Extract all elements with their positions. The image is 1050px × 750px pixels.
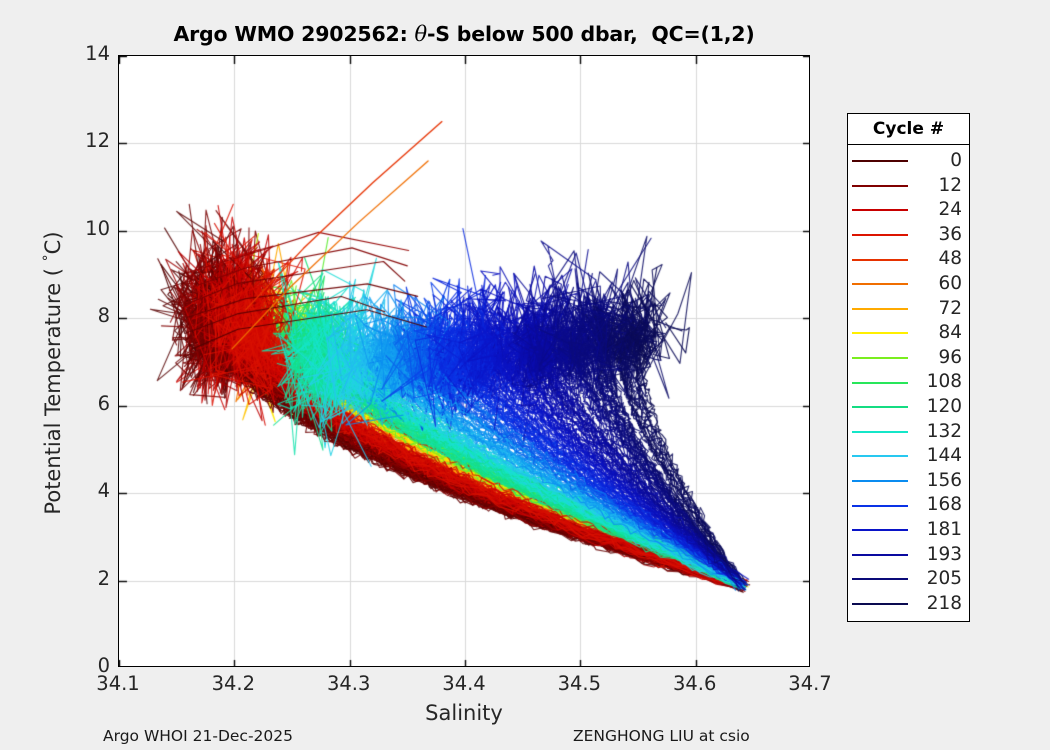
legend-item[interactable]: 72 bbox=[848, 297, 969, 322]
legend-color-swatch bbox=[852, 602, 908, 605]
title-prefix: Argo WMO 2902562: bbox=[173, 22, 415, 46]
legend-item[interactable]: 218 bbox=[848, 592, 969, 617]
legend-color-swatch bbox=[852, 504, 908, 507]
legend-item[interactable]: 181 bbox=[848, 518, 969, 543]
cycle-legend: Cycle # 0 12 24 36 48 60 72 84 96 108 120 132 144 156… bbox=[847, 113, 970, 623]
y-tick-label: 0 bbox=[97, 654, 110, 677]
legend-item[interactable]: 193 bbox=[848, 543, 969, 568]
legend-item-label: 120 bbox=[926, 395, 962, 417]
legend-item[interactable]: 0 bbox=[848, 149, 969, 174]
legend-item[interactable]: 12 bbox=[848, 174, 969, 199]
x-tick-label: 34.1 bbox=[96, 672, 140, 695]
x-tick-label: 34.6 bbox=[672, 672, 717, 695]
legend-item[interactable]: 84 bbox=[848, 321, 969, 346]
legend-color-swatch bbox=[852, 406, 908, 409]
legend-color-swatch bbox=[852, 357, 908, 360]
legend-item-label: 218 bbox=[926, 592, 962, 614]
legend-item-label: 24 bbox=[938, 199, 962, 221]
footer-author-text: ZENGHONG LIU at csio bbox=[573, 727, 750, 745]
legend-color-swatch bbox=[852, 234, 908, 237]
legend-item-label: 96 bbox=[938, 346, 962, 368]
legend-entries: 0 12 24 36 48 60 72 84 96 108 120 132 144 156 168 181 19… bbox=[848, 145, 969, 621]
legend-item[interactable]: 60 bbox=[848, 272, 969, 297]
x-axis-ticks: 34.1 34.2 34.3 34.4 34.5 34.6 34.7 bbox=[96, 672, 831, 702]
legend-title: Cycle # bbox=[848, 114, 969, 145]
legend-item[interactable]: 36 bbox=[848, 223, 969, 248]
legend-item[interactable]: 205 bbox=[848, 567, 969, 592]
legend-color-swatch bbox=[852, 307, 908, 310]
legend-item-label: 144 bbox=[926, 445, 962, 467]
legend-item[interactable]: 48 bbox=[848, 247, 969, 272]
legend-item[interactable]: 168 bbox=[848, 493, 969, 518]
legend-color-swatch bbox=[852, 283, 908, 286]
legend-item-label: 108 bbox=[926, 371, 962, 393]
legend-item[interactable]: 156 bbox=[848, 469, 969, 494]
x-tick-label: 34.5 bbox=[557, 672, 602, 695]
legend-item-label: 168 bbox=[926, 494, 962, 516]
legend-color-swatch bbox=[852, 258, 908, 261]
legend-item-label: 84 bbox=[938, 322, 962, 344]
x-tick-label: 34.7 bbox=[788, 672, 832, 695]
plot-title: Argo WMO 2902562: θ-S below 500 dbar, QC… bbox=[118, 22, 810, 46]
plot-axes bbox=[118, 55, 810, 667]
legend-color-swatch bbox=[852, 578, 908, 581]
legend-item[interactable]: 108 bbox=[848, 370, 969, 395]
x-tick-label: 34.4 bbox=[442, 672, 486, 695]
legend-item-label: 0 bbox=[950, 150, 962, 172]
legend-color-swatch bbox=[852, 381, 908, 384]
x-tick-label: 34.3 bbox=[326, 672, 371, 695]
y-axis-ticks: 0 2 4 6 8 10 12 14 bbox=[58, 42, 110, 677]
legend-item[interactable]: 144 bbox=[848, 444, 969, 469]
legend-item-label: 72 bbox=[938, 297, 962, 319]
legend-color-swatch bbox=[852, 160, 908, 163]
legend-item-label: 193 bbox=[926, 543, 962, 565]
footer-source-text: Argo WHOI 21-Dec-2025 bbox=[103, 727, 293, 745]
legend-item[interactable]: 96 bbox=[848, 346, 969, 371]
legend-color-swatch bbox=[852, 209, 908, 212]
legend-item-label: 205 bbox=[926, 568, 962, 590]
title-suffix: -S below 500 dbar, QC=(1,2) bbox=[426, 22, 755, 46]
legend-color-swatch bbox=[852, 332, 908, 335]
x-tick-label: 34.2 bbox=[211, 672, 256, 695]
legend-item-label: 156 bbox=[926, 469, 962, 491]
y-tick-label: 6 bbox=[97, 391, 110, 415]
theta-symbol: θ bbox=[414, 22, 428, 46]
legend-color-swatch bbox=[852, 455, 908, 458]
legend-color-swatch bbox=[852, 553, 908, 556]
y-tick-label: 14 bbox=[85, 42, 110, 65]
legend-item-label: 60 bbox=[938, 273, 962, 295]
legend-item[interactable]: 24 bbox=[848, 198, 969, 223]
y-tick-label: 4 bbox=[97, 479, 110, 503]
legend-color-swatch bbox=[852, 430, 908, 433]
theta-s-data-layer bbox=[119, 56, 809, 666]
y-axis-label: Potential Temperature ( °C) bbox=[41, 67, 65, 679]
legend-color-swatch bbox=[852, 480, 908, 483]
legend-item[interactable]: 132 bbox=[848, 420, 969, 445]
ylabel-post: C) bbox=[41, 231, 65, 255]
legend-item-label: 12 bbox=[938, 174, 962, 196]
y-tick-label: 10 bbox=[85, 216, 110, 240]
legend-item-label: 48 bbox=[938, 248, 962, 270]
legend-item-label: 132 bbox=[926, 420, 962, 442]
degree-symbol: ° bbox=[41, 254, 57, 262]
legend-color-swatch bbox=[852, 184, 908, 187]
legend-item-label: 36 bbox=[938, 223, 962, 245]
ylabel-pre: Potential Temperature ( bbox=[41, 261, 65, 515]
legend-item[interactable]: 120 bbox=[848, 395, 969, 420]
x-axis-label: Salinity bbox=[425, 701, 503, 725]
y-tick-label: 12 bbox=[85, 129, 110, 153]
y-tick-label: 2 bbox=[97, 566, 110, 590]
legend-color-swatch bbox=[852, 529, 908, 532]
legend-item-label: 181 bbox=[926, 518, 962, 540]
y-tick-label: 8 bbox=[97, 304, 110, 328]
